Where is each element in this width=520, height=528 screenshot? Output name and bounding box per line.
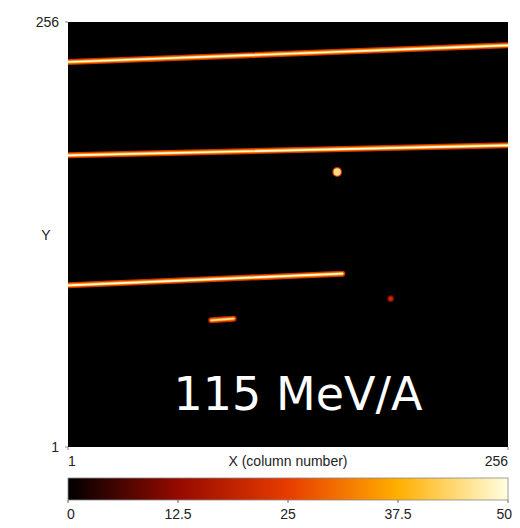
track-core (68, 145, 508, 155)
colorbar-tick-label: 25 (280, 506, 296, 522)
spot (387, 295, 394, 302)
track-halo (68, 145, 508, 155)
x-axis-title: X (column number) (228, 453, 347, 469)
colorbar-tick-label: 37.5 (384, 506, 411, 522)
y-tick-label: 256 (36, 14, 60, 30)
x-tick-label: 1 (68, 453, 76, 469)
track-halo (68, 274, 342, 286)
colorbar-tick-label: 12.5 (164, 506, 191, 522)
spot-core (388, 296, 392, 300)
plot-area (68, 22, 508, 447)
x-tick-label: 256 (485, 453, 509, 469)
track-halo (68, 45, 508, 62)
track-edge (68, 45, 508, 62)
spot-halo (332, 167, 342, 177)
y-tick-label: 1 (51, 439, 59, 455)
track-halo (211, 319, 233, 321)
track-edge (68, 145, 508, 155)
x-tick (508, 447, 509, 450)
spot-halo (387, 295, 394, 302)
track-core (68, 45, 508, 62)
x-tick (68, 447, 69, 450)
track-edge (211, 319, 233, 321)
colorbar (68, 478, 508, 500)
y-tick (65, 22, 68, 23)
track-core (68, 274, 342, 286)
chart: 115 MeV/A 1 256 Y 1 256 X (column number) 0 12.5… (0, 0, 520, 528)
track-core (211, 319, 233, 321)
track (211, 319, 233, 321)
colorbar-tick (398, 500, 399, 503)
spot (332, 167, 342, 177)
track (68, 45, 508, 62)
colorbar-tick (508, 500, 509, 503)
track (68, 274, 342, 286)
annotation: 115 MeV/A (174, 367, 423, 421)
track (68, 145, 508, 155)
colorbar-tick-label: 50 (496, 506, 512, 522)
spot-core (333, 168, 340, 175)
track-edge (68, 274, 342, 286)
colorbar-tick (68, 500, 69, 503)
colorbar-tick (288, 500, 289, 503)
marks (68, 45, 508, 320)
colorbar-tick (178, 500, 179, 503)
y-axis-title: Y (41, 227, 51, 243)
colorbar-tick-label: 0 (67, 506, 75, 522)
